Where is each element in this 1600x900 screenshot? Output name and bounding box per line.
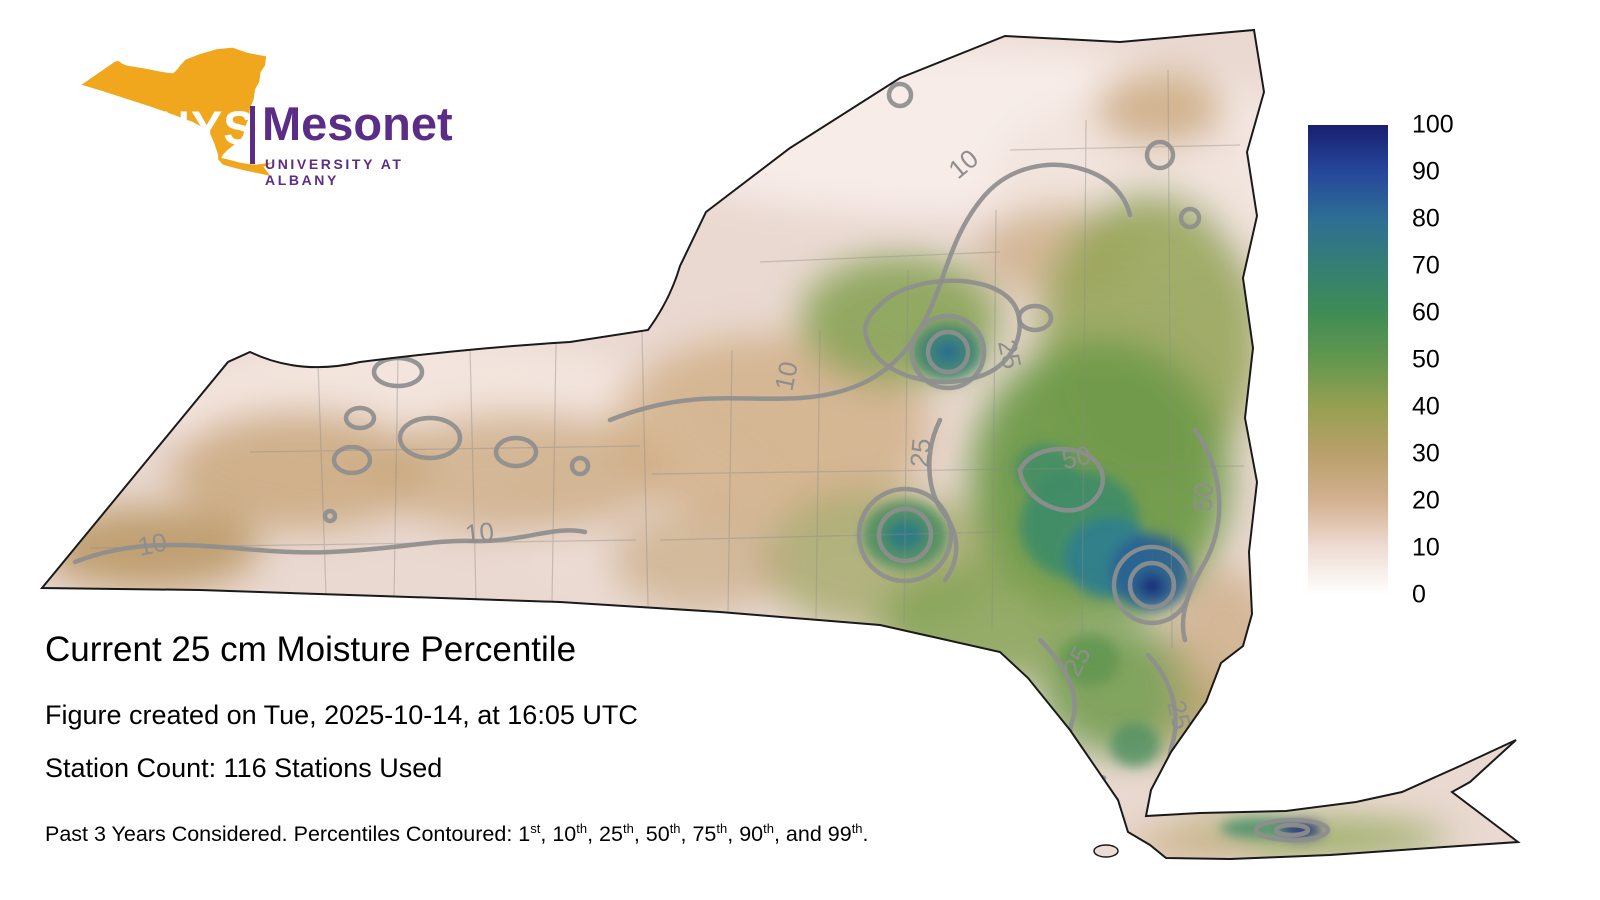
colorbar-tick: 20 [1412,486,1440,515]
footer-text: Past 3 Years Considered. Percentiles Con… [45,822,531,846]
ordinal-suffix: th [716,820,728,836]
ordinal-suffix: th [622,820,634,836]
county-borders [89,69,1245,649]
colorbar-tick: 80 [1412,204,1440,233]
contour-label: 25 [1161,697,1197,732]
colorbar-tick: 40 [1412,392,1440,421]
figure-title: Current 25 cm Moisture Percentile [45,630,577,669]
colorbar-tick: 10 [1412,533,1440,562]
footer-text: , 25 [587,822,623,846]
contour-label: 50 [1059,440,1094,475]
logo-nys-text: NYS [156,101,256,154]
footer-text: , 90 [727,822,764,846]
footer-text: , 50 [633,822,670,846]
footer-text: , 75 [680,822,717,846]
colorbar-tick: 100 [1412,110,1454,139]
footer-note: Past 3 Years Considered. Percentiles Con… [45,822,869,847]
ordinal-suffix: th [851,820,863,836]
nys-mesonet-logo: NYS Mesonet UNIVERSITY AT ALBANY [38,6,468,206]
colorbar-tick-labels: 100 90 80 70 60 50 40 30 20 10 0 [1412,111,1492,609]
contour-label: 10 [463,516,495,549]
contour-label: 10 [769,359,804,394]
logo-divider [250,106,255,164]
colorbar-gradient [1308,125,1388,595]
footer-text: , and 99 [773,822,852,846]
colorbar-tick: 30 [1412,439,1440,468]
ordinal-suffix: th [763,820,774,836]
contour-label: 25 [992,337,1027,372]
colorbar-tick: 0 [1412,580,1426,609]
station-count: Station Count: 116 Stations Used [45,753,443,783]
colorbar-tick: 60 [1412,298,1440,327]
colorbar-tick: 90 [1412,157,1440,186]
ordinal-suffix: st [530,820,541,836]
logo-mesonet-text: Mesonet [262,97,453,150]
footer-text: . [862,822,869,846]
ordinal-suffix: th [576,820,588,836]
colorbar-tick: 70 [1412,251,1440,280]
created-timestamp: Figure created on Tue, 2025-10-14, at 16… [45,700,638,730]
logo-university-text: UNIVERSITY AT ALBANY [265,156,404,188]
ordinal-suffix: th [669,820,681,836]
contour-label: 50 [1187,481,1219,512]
staten-island [1093,844,1119,858]
contour-label: 25 [904,437,936,468]
contour-label: 10 [135,527,170,562]
footer-text: , 10 [540,822,577,846]
colorbar-tick: 50 [1412,345,1440,374]
